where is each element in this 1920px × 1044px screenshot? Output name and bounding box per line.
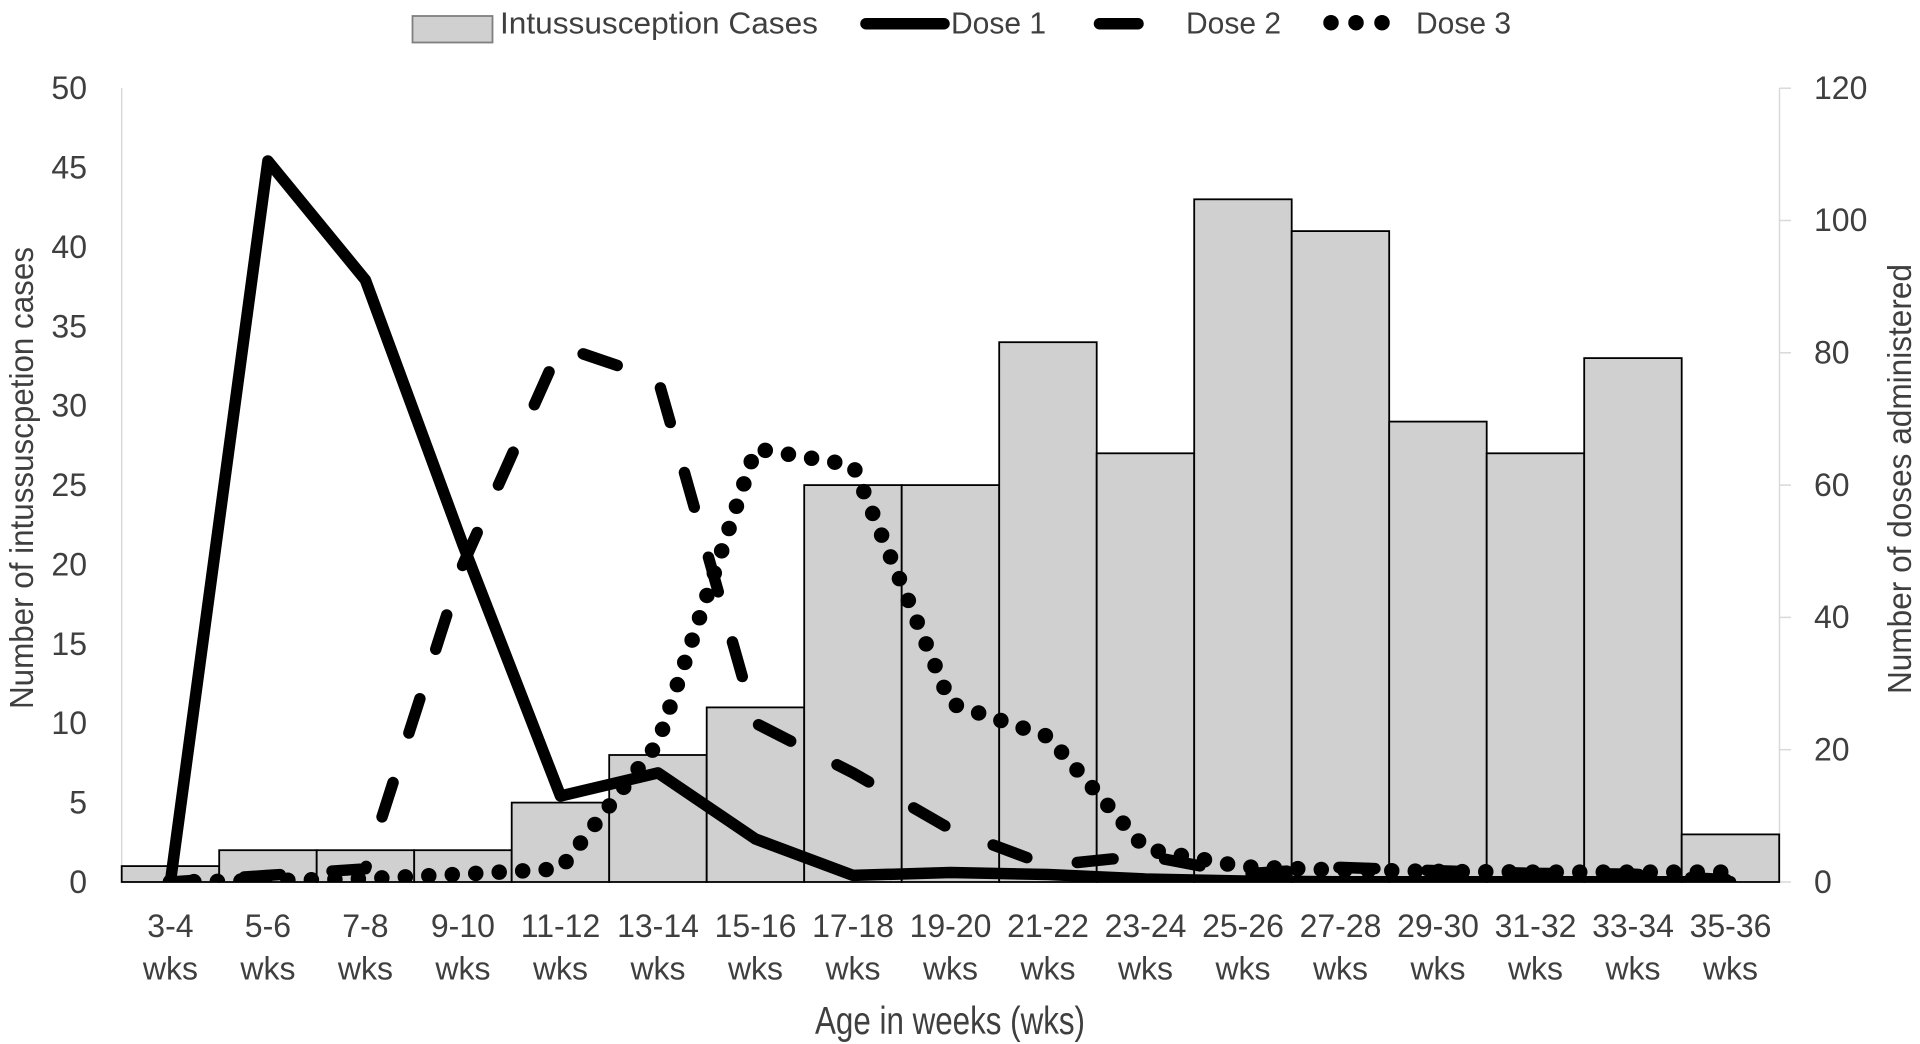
svg-text:Number of doses administered: Number of doses administered [1881, 264, 1918, 694]
svg-text:45: 45 [51, 150, 87, 186]
svg-text:33-34: 33-34 [1592, 908, 1674, 944]
svg-text:wks: wks [1019, 951, 1075, 987]
svg-text:29-30: 29-30 [1397, 908, 1479, 944]
svg-text:15: 15 [51, 626, 87, 662]
svg-text:15-16: 15-16 [715, 908, 797, 944]
svg-text:Intussusception Cases: Intussusception Cases [500, 6, 818, 41]
svg-text:50: 50 [51, 70, 87, 106]
svg-text:17-18: 17-18 [812, 908, 894, 944]
svg-text:wks: wks [1117, 951, 1173, 987]
svg-text:Age in weeks (wks): Age in weeks (wks) [815, 1000, 1085, 1043]
svg-text:13-14: 13-14 [617, 908, 699, 944]
svg-text:27-28: 27-28 [1300, 908, 1382, 944]
svg-text:35: 35 [51, 308, 87, 344]
svg-text:wks: wks [727, 951, 783, 987]
svg-text:21-22: 21-22 [1007, 908, 1089, 944]
svg-text:7-8: 7-8 [342, 908, 388, 944]
svg-text:wks: wks [239, 951, 295, 987]
svg-text:31-32: 31-32 [1495, 908, 1577, 944]
svg-text:25-26: 25-26 [1202, 908, 1284, 944]
svg-text:5: 5 [69, 785, 87, 821]
svg-text:100: 100 [1814, 202, 1867, 238]
svg-text:11-12: 11-12 [521, 908, 600, 944]
svg-text:3-4: 3-4 [147, 908, 193, 944]
svg-text:120: 120 [1814, 70, 1867, 106]
svg-text:80: 80 [1814, 334, 1850, 370]
svg-text:9-10: 9-10 [431, 908, 495, 944]
svg-text:wks: wks [922, 951, 978, 987]
svg-text:Number of intussuscpetion case: Number of intussuscpetion cases [3, 247, 40, 709]
svg-text:30: 30 [51, 388, 87, 424]
svg-text:wks: wks [337, 951, 393, 987]
svg-text:35-36: 35-36 [1690, 908, 1772, 944]
svg-text:wks: wks [629, 951, 685, 987]
svg-text:Dose 1: Dose 1 [951, 6, 1046, 41]
svg-text:wks: wks [1312, 951, 1368, 987]
svg-text:wks: wks [532, 951, 588, 987]
svg-text:5-6: 5-6 [245, 908, 291, 944]
svg-text:60: 60 [1814, 467, 1850, 503]
svg-text:wks: wks [1214, 951, 1270, 987]
svg-text:20: 20 [51, 547, 87, 583]
svg-text:0: 0 [1814, 864, 1832, 900]
svg-text:20: 20 [1814, 731, 1850, 767]
svg-text:wks: wks [142, 951, 198, 987]
svg-text:25: 25 [51, 467, 87, 503]
svg-text:40: 40 [51, 229, 87, 265]
svg-text:Dose 3: Dose 3 [1416, 6, 1511, 41]
svg-text:Dose 2: Dose 2 [1186, 6, 1281, 41]
svg-text:wks: wks [1409, 951, 1465, 987]
svg-text:0: 0 [69, 864, 87, 900]
svg-text:wks: wks [1604, 951, 1660, 987]
svg-text:23-24: 23-24 [1105, 908, 1187, 944]
svg-text:wks: wks [1507, 951, 1563, 987]
svg-text:wks: wks [434, 951, 490, 987]
svg-text:10: 10 [51, 705, 87, 741]
svg-text:19-20: 19-20 [910, 908, 992, 944]
svg-text:wks: wks [1702, 951, 1758, 987]
svg-text:40: 40 [1814, 599, 1850, 635]
svg-text:wks: wks [824, 951, 880, 987]
